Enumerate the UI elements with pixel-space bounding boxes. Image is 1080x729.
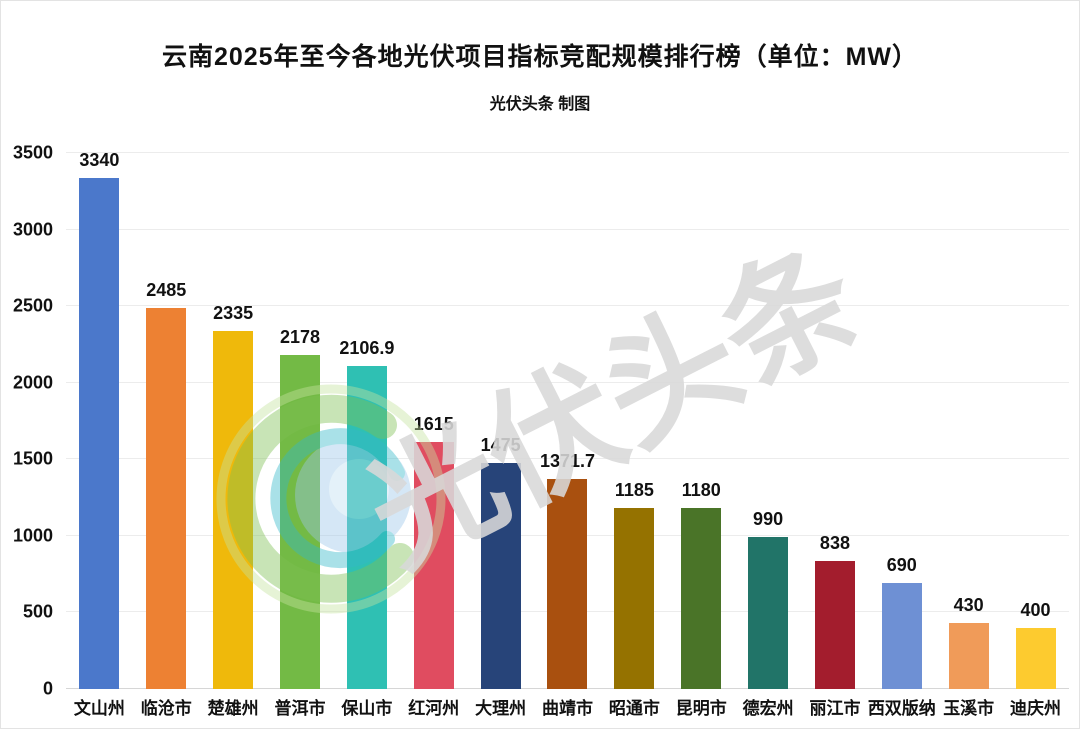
bar-value-label: 990 (753, 509, 784, 530)
bar (814, 560, 855, 689)
chart-title: 云南2025年至今各地光伏项目指标竞配规模排行榜（单位：MW） (161, 43, 919, 71)
bar-column: 2335 楚雄州 (200, 153, 267, 718)
gridline (66, 458, 1069, 460)
y-axis-tick-label: 1500 (12, 448, 53, 469)
chart-subtitle: 光伏头条 制图 (489, 96, 591, 113)
bar (79, 177, 120, 689)
x-axis-category-label: 西双版纳 (867, 699, 936, 718)
bar-column: 1180 昆明市 (668, 153, 735, 718)
bar (614, 507, 655, 689)
bar-value-label: 2178 (279, 327, 321, 348)
bar-column: 2485 临沧市 (133, 153, 200, 718)
bar-value-label: 1615 (413, 413, 454, 434)
y-axis-tick-label: 1000 (12, 525, 53, 546)
x-axis-category-label: 保山市 (341, 699, 393, 718)
x-axis-category-label: 文山州 (73, 699, 125, 718)
bar-value-label: 690 (886, 555, 917, 576)
bar-value-label: 838 (819, 532, 850, 553)
bar (213, 331, 254, 689)
bar-value-label: 1180 (681, 480, 721, 501)
bar-value-label: 2335 (213, 303, 254, 324)
bar (146, 308, 187, 689)
bar (1015, 627, 1056, 689)
bar (413, 441, 454, 689)
x-axis-category-label: 大理州 (475, 699, 527, 718)
y-axis-tick-label: 0 (42, 678, 53, 699)
y-axis-tick-label: 2000 (12, 372, 53, 393)
x-axis-category-label: 楚雄州 (207, 699, 259, 718)
bar-column: 1371.7 曲靖市 (534, 153, 601, 718)
x-axis-category-label: 临沧市 (140, 699, 192, 718)
x-axis-category-label: 红河州 (408, 699, 460, 718)
x-axis-category-label: 昆明市 (675, 699, 727, 718)
bar (748, 537, 789, 689)
bar-column: 400 迪庆州 (1002, 153, 1069, 718)
x-axis-category-label: 德宏州 (742, 699, 794, 718)
bar-column: 3340 文山州 (66, 149, 133, 718)
y-axis-tick-label: 2500 (12, 295, 53, 316)
y-axis-tick-label: 500 (22, 601, 53, 622)
bar (681, 508, 722, 689)
bar-value-label: 400 (1020, 599, 1051, 620)
x-axis-category-label: 普洱市 (274, 699, 326, 718)
bar-column: 2178 普洱市 (267, 153, 334, 718)
bar-column: 990 德宏州 (735, 153, 802, 718)
bar-column: 1475 大理州 (467, 153, 534, 718)
bar (881, 583, 922, 689)
bar-column: 838 丽江市 (802, 153, 869, 718)
bar-column: 430 玉溪市 (935, 153, 1002, 718)
x-axis-category-label: 曲靖市 (541, 699, 593, 718)
x-axis-category-label: 丽江市 (809, 699, 861, 718)
x-axis-category-label: 玉溪市 (943, 699, 995, 718)
x-axis-category-label: 昭通市 (608, 699, 660, 718)
bar (346, 366, 387, 689)
bar (480, 463, 521, 689)
bar-column: 2106.9 保山市 (333, 153, 400, 718)
bar-value-label: 2106.9 (339, 338, 395, 359)
bar-value-label: 1185 (614, 479, 654, 500)
bar-column: 1615 红河州 (400, 153, 467, 718)
bar-value-label: 3340 (79, 149, 120, 170)
y-axis-tick-label: 3500 (12, 142, 53, 163)
y-axis-tick-label: 3000 (12, 219, 53, 240)
x-axis-category-label: 迪庆州 (1010, 699, 1062, 718)
bar (948, 623, 989, 689)
bar-column: 1185 昭通市 (601, 153, 668, 718)
bar-value-label: 2485 (146, 280, 187, 301)
plot-area: 0 500 1000 1500 2000 2500 3000 3500 3340 文山州 2485 临… (13, 143, 1069, 718)
gridline (66, 305, 1069, 307)
bar-column: 690 西双版纳 (868, 153, 936, 718)
gridline (66, 228, 1069, 230)
bar-value-label: 1371.7 (539, 450, 596, 471)
gridline (66, 381, 1069, 383)
bar-value-label: 1475 (480, 435, 521, 456)
bar-value-label: 430 (953, 595, 984, 616)
bar (280, 355, 321, 689)
bar (547, 478, 588, 689)
gridline (66, 152, 1069, 153)
